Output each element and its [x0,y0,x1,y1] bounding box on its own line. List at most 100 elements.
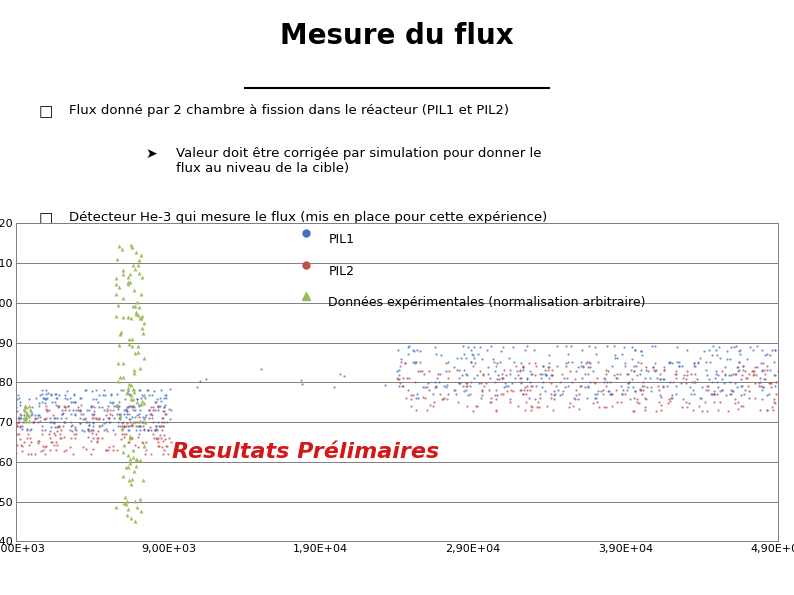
Point [764,365,777,375]
Point [121,272,134,281]
Point [733,357,746,367]
Point [115,429,128,439]
Point [530,362,542,371]
Point [53,430,66,439]
Text: Valeur doit être corrigée par simulation pour donner le
flux au niveau de la cib: Valeur doit être corrigée par simulation… [176,147,542,175]
Point [25,437,37,447]
Point [136,417,148,427]
Point [480,346,493,355]
Point [680,366,693,375]
Point [255,364,268,374]
Point [516,361,529,371]
Point [124,269,137,278]
Point [710,345,723,355]
Point [601,341,614,350]
Point [751,362,764,371]
Point [131,260,144,270]
Point [646,362,659,371]
Point [500,386,513,396]
Point [769,370,781,380]
Point [147,417,160,427]
Point [460,378,472,387]
Point [123,409,136,418]
Point [149,421,162,430]
Point [476,354,488,364]
Point [557,386,569,396]
Point [733,357,746,367]
Point [519,390,532,399]
Point [56,409,69,419]
Point [11,394,24,403]
Point [726,386,738,396]
Point [484,397,497,407]
Point [573,405,586,414]
Point [119,405,132,414]
Point [756,345,769,355]
Point [102,401,115,411]
Point [491,390,503,399]
Point [133,421,145,431]
Point [129,264,141,274]
Point [604,389,617,399]
Point [18,401,31,411]
Point [15,422,28,431]
Point [680,397,692,406]
Point [653,385,665,394]
Point [629,386,642,396]
Point [434,350,447,360]
Point [572,394,584,404]
Point [639,365,652,374]
Point [132,442,145,452]
Point [706,350,719,359]
Point [142,413,155,422]
Point [483,386,495,395]
Point [131,410,144,419]
Point [87,414,100,423]
Point [568,394,580,403]
Point [487,354,499,364]
Point [147,405,160,415]
Point [759,350,772,359]
Point [639,402,652,411]
Point [655,405,668,415]
Point [122,334,135,344]
Point [748,393,761,403]
Point [508,357,521,367]
Point [475,390,488,399]
Point [144,422,156,431]
Point [123,421,136,431]
Point [50,413,63,422]
Point [134,506,147,516]
Point [77,409,90,419]
Point [114,421,126,430]
Point [761,405,773,414]
Point [164,414,176,424]
Point [138,413,151,422]
Point [545,370,557,380]
Point [531,397,544,406]
Point [33,390,46,400]
Point [399,358,412,367]
Point [112,377,125,386]
Point [638,381,650,391]
Point [701,406,714,415]
Point [34,416,47,426]
Point [765,345,778,355]
Point [131,502,144,512]
Point [575,357,588,367]
Point [567,402,580,411]
Point [26,402,39,412]
Point [488,367,501,376]
Point [124,433,137,443]
Point [731,362,744,371]
Point [52,421,64,431]
Point [20,414,33,423]
Point [497,342,510,352]
Point [117,312,129,322]
Point [657,382,669,392]
Point [711,390,723,399]
Point [701,381,714,390]
Point [39,425,52,435]
Point [650,373,663,383]
Point [65,433,78,443]
